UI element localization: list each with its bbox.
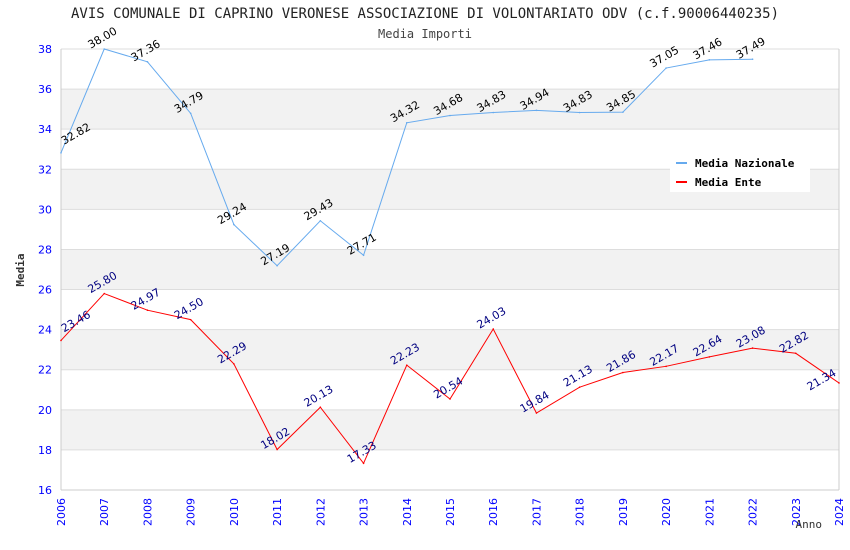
x-tick-label: 2010 (228, 498, 241, 526)
grid-band (61, 249, 839, 290)
legend-swatch (676, 162, 687, 164)
data-point (622, 371, 624, 374)
data-label: 37.46 (691, 35, 725, 62)
data-label: 20.13 (302, 383, 336, 410)
data-point (838, 382, 840, 384)
data-point (708, 59, 711, 61)
y-tick-label: 34 (38, 123, 52, 136)
x-tick-label: 2016 (487, 498, 500, 526)
grid-band (61, 329, 839, 370)
data-point (535, 412, 538, 414)
data-point (103, 292, 106, 295)
grid-band (61, 409, 839, 450)
x-tick-label: 2023 (790, 498, 803, 526)
data-point (276, 264, 278, 267)
data-point (449, 114, 451, 117)
data-point (492, 111, 495, 114)
data-label: 38.00 (86, 24, 120, 51)
data-point (189, 318, 192, 321)
data-point (751, 347, 754, 349)
x-tick-label: 2017 (530, 498, 543, 526)
data-point (622, 111, 624, 113)
x-tick-label: 2006 (55, 498, 68, 526)
data-point (233, 223, 235, 226)
x-tick-label: 2021 (703, 498, 716, 526)
y-tick-label: 38 (38, 43, 52, 56)
chart-title: AVIS COMUNALE DI CAPRINO VERONESE ASSOCI… (70, 6, 779, 22)
x-tick-label: 2022 (747, 498, 760, 526)
chart-subtitle: Media Importi (378, 27, 472, 41)
data-point (405, 364, 408, 366)
y-tick-label: 24 (38, 324, 52, 337)
y-tick-label: 22 (38, 364, 52, 377)
x-tick-label: 2012 (314, 498, 327, 526)
data-point (535, 109, 538, 112)
data-point (60, 339, 62, 342)
x-tick-label: 2011 (271, 498, 284, 526)
legend-label: Media Ente (695, 175, 762, 189)
x-tick-label: 2014 (401, 498, 414, 526)
y-tick-label: 28 (38, 243, 52, 256)
data-label: 37.36 (129, 37, 163, 64)
series-line-0 (60, 48, 753, 267)
data-point (362, 254, 365, 257)
legend-item-nazionale: Media Nazionale (676, 156, 794, 170)
data-point (362, 462, 365, 465)
data-point (449, 398, 451, 400)
data-point (578, 386, 581, 388)
x-tick-label: 2013 (358, 498, 371, 526)
data-point (665, 67, 667, 69)
y-axis-label: Media (14, 253, 27, 286)
grid-band (61, 89, 839, 130)
y-tick-label: 16 (38, 484, 52, 497)
legend-item-ente: Media Ente (676, 175, 761, 189)
legend: Media Nazionale Media Ente (670, 152, 810, 192)
x-tick-label: 2007 (98, 498, 111, 526)
x-tick-label: 2008 (141, 498, 154, 526)
data-label: 24.03 (475, 304, 509, 331)
data-point (319, 219, 322, 222)
data-point (665, 365, 667, 368)
data-point (751, 58, 754, 61)
y-tick-label: 26 (38, 284, 52, 297)
y-tick-label: 18 (38, 444, 52, 457)
data-point (146, 309, 149, 311)
data-point (708, 356, 711, 358)
y-tick-label: 20 (38, 404, 52, 417)
data-point (276, 448, 278, 451)
data-label: 21.34 (805, 366, 839, 393)
data-point (189, 112, 192, 115)
data-point (233, 363, 235, 365)
data-point (103, 48, 106, 50)
x-tick-label: 2018 (574, 498, 587, 526)
x-tick-label: 2015 (444, 498, 457, 526)
data-point (405, 121, 408, 124)
data-point (319, 406, 322, 409)
x-tick-label: 2024 (833, 498, 846, 526)
x-tick-label: 2020 (660, 498, 673, 526)
data-point (794, 352, 797, 355)
data-label: 24.50 (172, 295, 206, 322)
x-tick-label: 2009 (185, 498, 198, 526)
data-point (146, 61, 149, 63)
y-tick-label: 36 (38, 83, 52, 96)
y-tick-label: 30 (38, 203, 52, 216)
x-axis-label: Anno (796, 518, 823, 531)
data-label: 37.49 (734, 35, 768, 62)
data-point (578, 111, 581, 114)
data-point (492, 328, 495, 330)
legend-swatch (676, 181, 687, 183)
x-tick-label: 2019 (617, 498, 630, 526)
y-tick-label: 32 (38, 163, 52, 176)
data-point (60, 152, 62, 154)
legend-label: Media Nazionale (695, 156, 795, 170)
